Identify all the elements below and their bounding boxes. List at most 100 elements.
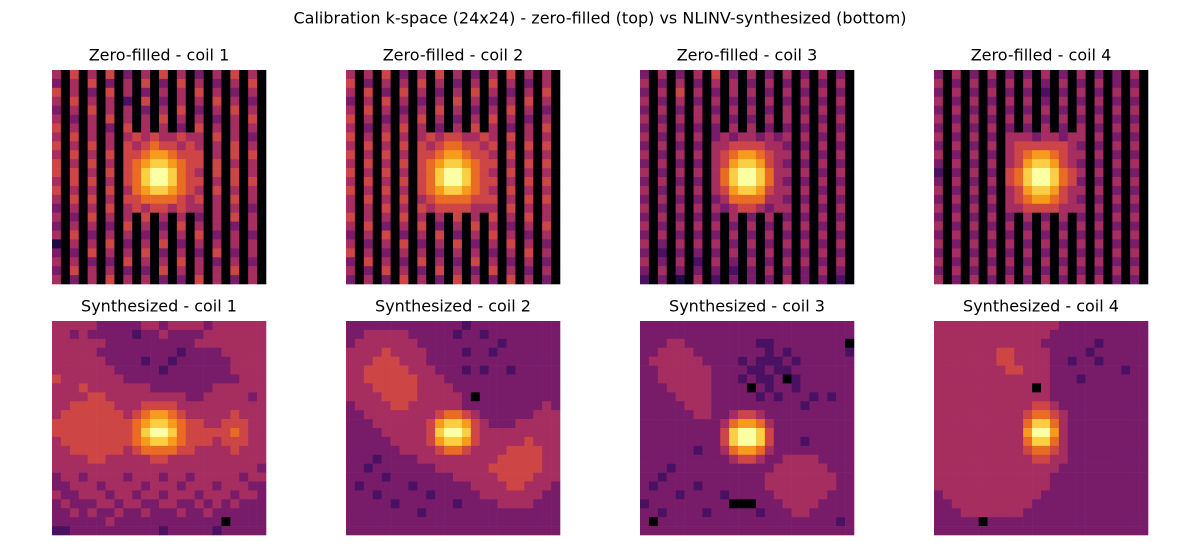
cell [203,383,213,393]
cell [782,321,792,331]
cell [978,141,988,151]
cell [684,517,694,527]
cell [488,365,498,375]
cell [648,203,659,213]
cell [684,436,694,447]
cell [230,463,240,473]
cell [417,454,427,464]
cell [1076,463,1086,473]
cell [755,132,766,142]
cell [435,177,445,187]
cell [747,230,757,240]
cell [390,356,400,366]
cell [702,338,712,349]
cell [78,257,88,267]
cell [827,374,837,384]
cell [408,141,418,151]
cell [791,356,801,366]
cell [934,275,944,285]
cell [381,517,391,527]
cell [942,410,953,420]
cell [408,105,418,115]
cell [239,132,249,142]
cell [551,445,561,456]
cell [791,428,801,438]
cell [675,499,685,509]
cell [114,70,124,80]
cell [1067,490,1077,500]
cell [934,526,944,536]
cell [960,114,970,124]
cell [551,356,561,366]
cell [426,275,436,285]
cell [1103,230,1113,240]
cell [987,203,997,213]
cell [1023,321,1033,331]
cell [987,114,997,124]
cell [542,114,552,124]
cell [87,517,97,527]
cell [996,374,1006,384]
cell [533,428,543,438]
cell [257,508,267,518]
cell [711,329,721,340]
cell [1023,356,1033,366]
cell [1058,508,1069,518]
cell [346,266,356,276]
cell [818,275,828,285]
cell [239,445,249,456]
cell [453,445,463,456]
cell [1067,132,1077,142]
cell [1067,203,1077,213]
cell [363,141,374,151]
cell [167,239,178,249]
cell [1112,114,1122,124]
cell [773,78,783,89]
cell [479,221,489,231]
cell [1067,329,1077,340]
cell [78,329,88,340]
cell [381,490,391,500]
cell [1014,239,1024,249]
cell [1103,141,1113,151]
cell [818,454,828,464]
cell [551,499,561,509]
cell [52,454,62,464]
cell [791,87,801,98]
panel-title: Synthesized - coil 4 [963,297,1119,316]
cell [444,132,454,142]
cell [52,96,62,106]
cell [675,526,685,536]
cell [818,365,828,375]
cell [729,70,739,80]
cell [417,141,427,151]
cell [497,159,507,169]
cell [987,436,997,447]
cell [818,321,828,331]
cell [675,257,685,267]
cell [1041,526,1051,536]
cell [969,517,979,527]
cell [417,374,427,384]
cell [203,472,213,482]
cell [1058,132,1069,142]
cell [1112,257,1122,267]
cell [212,472,222,482]
cell [52,338,62,349]
cell [764,392,775,402]
cell [381,401,391,411]
cell [381,392,391,402]
cell [203,410,213,420]
cell [194,194,204,205]
cell [755,141,766,151]
cell [524,329,534,340]
cell [1014,410,1024,420]
cell [1121,132,1131,142]
cell [381,472,391,482]
cell [657,526,668,536]
cell [996,329,1006,340]
cell [1041,177,1051,187]
cell [257,374,267,384]
cell [248,472,258,482]
cell [747,463,757,473]
